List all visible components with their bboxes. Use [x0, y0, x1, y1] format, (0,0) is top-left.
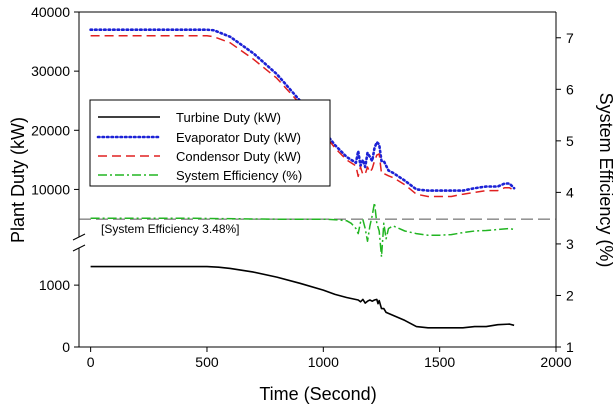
- y-axis-right-title: System Efficiency (%): [596, 93, 613, 268]
- y-left-upper-tick-label: 10000: [31, 181, 70, 197]
- legend: Turbine Duty (kW) Evaporator Duty (kW) C…: [89, 99, 331, 187]
- y-left-lower-tick-label: 1000: [39, 277, 70, 293]
- y-right-tick-label: 4: [566, 184, 574, 200]
- y-right-tick-label: 2: [566, 287, 574, 303]
- x-tick-label: 0: [87, 354, 95, 370]
- y-left-lower-tick-label: 0: [62, 339, 70, 355]
- legend-label-efficiency: System Efficiency (%): [176, 168, 302, 183]
- x-tick-label: 1000: [308, 354, 339, 370]
- axis-break-mark-top: [72, 233, 86, 241]
- reference-line-label: [System Efficiency 3.48%]: [101, 222, 240, 236]
- series-turbine-duty: [90, 265, 515, 329]
- y-right-tick-label: 6: [566, 81, 574, 97]
- y-axis-left-title: Plant Duty (kW): [8, 117, 28, 243]
- series-system-efficiency: [90, 201, 515, 258]
- x-tick-label: 2000: [540, 354, 571, 370]
- legend-label-condensor: Condensor Duty (kW): [176, 149, 301, 164]
- tick-group: 0 500 1000 1500 2000 10000 20000 30000 40000 0 100…: [31, 4, 574, 370]
- x-axis-title: Time (Second): [259, 384, 376, 404]
- plot-frame: [72, 11, 557, 348]
- y-left-upper-tick-label: 40000: [31, 4, 70, 20]
- y-right-tick-label: 3: [566, 236, 574, 252]
- y-right-tick-label: 1: [566, 339, 574, 355]
- legend-label-evaporator: Evaporator Duty (kW): [176, 130, 301, 145]
- y-right-tick-label: 5: [566, 133, 574, 149]
- series-condensor-duty: [90, 34, 515, 198]
- y-right-tick-label: 7: [566, 30, 574, 46]
- x-tick-label: 1500: [424, 354, 455, 370]
- axis-break-mark-bottom: [72, 244, 86, 252]
- legend-label-turbine: Turbine Duty (kW): [176, 110, 281, 125]
- legend-box: [89, 99, 331, 187]
- y-left-upper-tick-label: 30000: [31, 63, 70, 79]
- x-tick-label: 500: [195, 354, 219, 370]
- y-left-upper-tick-label: 20000: [31, 122, 70, 138]
